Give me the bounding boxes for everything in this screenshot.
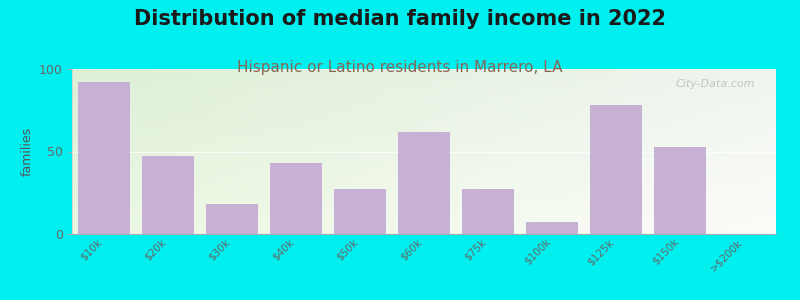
Bar <box>654 147 706 234</box>
Bar <box>526 223 578 234</box>
Text: City-Data.com: City-Data.com <box>675 79 755 89</box>
Bar <box>462 190 514 234</box>
Text: Hispanic or Latino residents in Marrero, LA: Hispanic or Latino residents in Marrero,… <box>238 60 562 75</box>
Bar <box>270 163 322 234</box>
Y-axis label: families: families <box>21 127 34 176</box>
Bar <box>590 105 642 234</box>
Bar <box>206 204 258 234</box>
Bar <box>398 132 450 234</box>
Bar <box>78 82 130 234</box>
Text: Distribution of median family income in 2022: Distribution of median family income in … <box>134 9 666 29</box>
Bar <box>142 156 194 234</box>
Bar <box>334 190 386 234</box>
